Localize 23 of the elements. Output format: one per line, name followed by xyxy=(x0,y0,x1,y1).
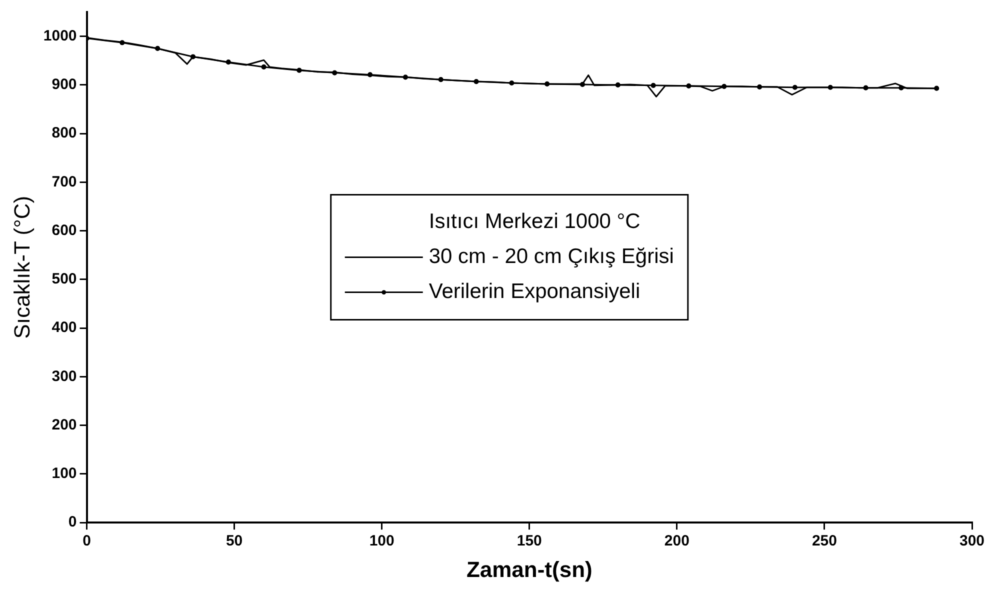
x-axis-title: Zaman-t(sn) xyxy=(466,556,592,582)
y-tick-label: 800 xyxy=(52,124,77,142)
x-tick-label: 50 xyxy=(226,532,243,550)
x-tick-label: 100 xyxy=(369,532,394,550)
x-tick-label: 0 xyxy=(82,532,91,550)
y-tick-label: 900 xyxy=(52,76,77,94)
y-tick-label: 600 xyxy=(52,222,77,239)
y-tick-label: 200 xyxy=(52,416,77,434)
y-tick-label: 300 xyxy=(52,368,77,385)
y-tick-label: 700 xyxy=(52,173,77,190)
x-tick-label: 200 xyxy=(664,532,690,550)
y-axis-title: Sıcaklık-T (°C) xyxy=(9,196,34,339)
legend-title: Isıtıcı Merkezi 1000 °C xyxy=(428,210,640,234)
legend-label: 30 cm - 20 cm Çıkış Eğrisi xyxy=(428,245,674,268)
y-tick-label: 400 xyxy=(52,319,77,336)
y-tick-label: 1000 xyxy=(43,27,77,44)
x-tick-label: 300 xyxy=(959,532,985,550)
y-tick-label: 100 xyxy=(52,465,77,482)
x-tick-label: 150 xyxy=(516,532,542,550)
x-tick-label: 250 xyxy=(812,532,837,550)
legend-label: Verilerin Exponansiyeli xyxy=(428,280,640,304)
y-tick-label: 500 xyxy=(52,270,77,288)
y-tick-label: 0 xyxy=(68,514,77,531)
